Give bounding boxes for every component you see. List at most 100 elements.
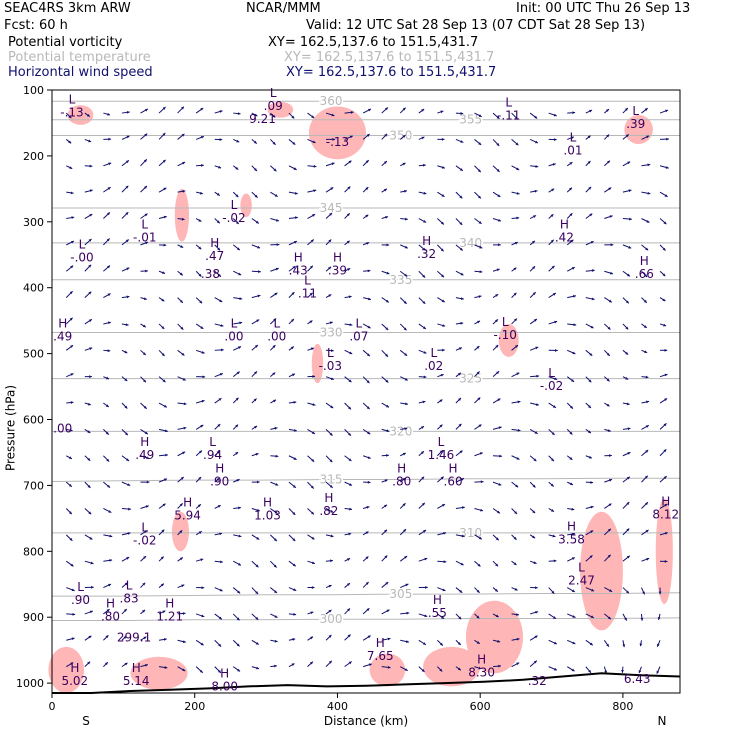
pv-extremum-value: .82 — [319, 504, 338, 518]
wind-arrowhead — [366, 380, 370, 384]
wind-arrowhead — [124, 662, 128, 666]
wind-arrowhead — [625, 351, 629, 355]
pv-extremum-value: .55 — [428, 606, 447, 620]
wind-arrowhead — [309, 320, 313, 324]
wind-arrowhead — [383, 188, 387, 192]
wind-arrowhead — [127, 532, 131, 535]
wind-arrowhead — [478, 666, 482, 670]
wind-arrowhead — [179, 557, 183, 561]
wind-arrowhead — [552, 534, 556, 538]
wind-arrowhead — [69, 317, 73, 321]
pv-shading-layer — [48, 101, 673, 694]
wind-arrowhead — [165, 453, 168, 457]
pv-extremum-value: -.10 — [493, 328, 516, 342]
wind-arrowhead — [292, 141, 296, 145]
wind-arrowhead — [624, 108, 628, 111]
wind-arrowhead — [572, 351, 576, 355]
wind-arrowhead — [91, 585, 94, 589]
institution-label: NCAR/MMM — [246, 1, 321, 16]
pv-extremum-type: L — [231, 198, 238, 212]
wind-arrowhead — [516, 613, 519, 616]
wind-arrowhead — [310, 661, 313, 665]
wind-arrowhead — [125, 160, 129, 164]
wind-arrowhead — [69, 537, 73, 541]
wind-arrowhead — [311, 431, 315, 434]
wind-arrowhead — [239, 297, 243, 300]
wind-arrowhead — [273, 564, 277, 568]
wind-arrowhead — [312, 140, 316, 144]
wind-arrowhead — [404, 245, 408, 249]
wind-arrowhead — [107, 187, 111, 190]
wind-arrowhead — [70, 345, 74, 348]
wind-arrowhead — [291, 115, 295, 119]
wind-arrowhead — [179, 272, 183, 276]
pv-extremum-type: H — [422, 234, 431, 248]
wind-arrowhead — [551, 265, 555, 269]
field-name-theta: Potential temperature — [8, 50, 151, 65]
wind-arrowhead — [128, 507, 131, 511]
wind-arrowhead — [255, 591, 259, 594]
wind-arrowhead — [143, 159, 147, 163]
wind-arrowhead — [367, 297, 371, 301]
theta-contour — [52, 592, 681, 597]
wind-arrowhead — [441, 194, 445, 197]
wind-arrowhead — [143, 297, 147, 301]
pv-extremum-value: 1.03 — [254, 509, 281, 523]
wind-arrowhead — [200, 136, 204, 139]
wind-arrowhead — [200, 558, 204, 562]
wind-arrowhead — [87, 484, 91, 488]
pv-extremum-value: .90 — [210, 474, 229, 488]
wind-arrowhead — [330, 559, 333, 563]
wind-arrowhead — [68, 483, 72, 487]
theta-contour-label: 335 — [389, 273, 412, 287]
pv-extremum-type: H — [140, 435, 149, 449]
wind-arrowhead — [404, 189, 407, 193]
wind-arrowhead — [479, 245, 483, 249]
wind-arrowhead — [460, 140, 464, 143]
wind-arrowhead — [71, 216, 75, 220]
wind-arrowhead — [143, 636, 147, 640]
wind-arrowhead — [570, 239, 574, 243]
wind-arrowhead — [274, 639, 278, 643]
wind-arrowhead — [180, 245, 184, 248]
wind-arrowhead — [607, 326, 611, 330]
wind-arrowhead — [535, 346, 539, 350]
wind-arrowhead — [460, 562, 464, 566]
wind-arrowhead — [515, 484, 519, 488]
wind-arrowhead — [569, 457, 573, 460]
wind-arrowhead — [295, 216, 298, 220]
wind-arrowhead — [235, 194, 239, 198]
wind-arrowhead — [590, 530, 594, 534]
wind-arrowhead — [218, 273, 221, 277]
pv-extremum-type: L — [505, 96, 512, 110]
wind-arrowhead — [274, 510, 278, 514]
wind-arrowhead — [421, 476, 425, 480]
wind-arrowhead — [460, 321, 464, 325]
wind-arrowhead — [645, 375, 649, 379]
wind-arrowhead — [179, 299, 183, 303]
wind-arrowhead — [346, 213, 350, 217]
wind-arrowhead — [106, 458, 110, 462]
wind-arrowhead — [384, 555, 388, 559]
wind-arrowhead — [533, 561, 537, 564]
wind-arrowhead — [107, 484, 111, 488]
wind-arrowhead — [218, 643, 222, 647]
wind-arrowhead — [555, 348, 558, 352]
wind-arrowhead — [440, 110, 444, 114]
pv-extremum-type: H — [263, 496, 272, 510]
wind-arrowhead — [550, 239, 554, 243]
wind-arrowhead — [256, 666, 260, 670]
wind-arrowhead — [107, 265, 111, 269]
wind-arrowhead — [310, 347, 314, 351]
wind-arrowhead — [629, 217, 632, 221]
wind-arrowhead — [610, 271, 613, 275]
pv-extremum-type: H — [324, 491, 333, 505]
wind-arrowhead — [273, 168, 277, 172]
wind-arrowhead — [179, 503, 183, 507]
wind-arrowhead — [274, 194, 278, 197]
pv-positive-region — [174, 188, 190, 242]
wind-arrowhead — [272, 114, 276, 118]
theta-contour — [52, 617, 681, 621]
wind-arrowhead — [331, 113, 335, 117]
